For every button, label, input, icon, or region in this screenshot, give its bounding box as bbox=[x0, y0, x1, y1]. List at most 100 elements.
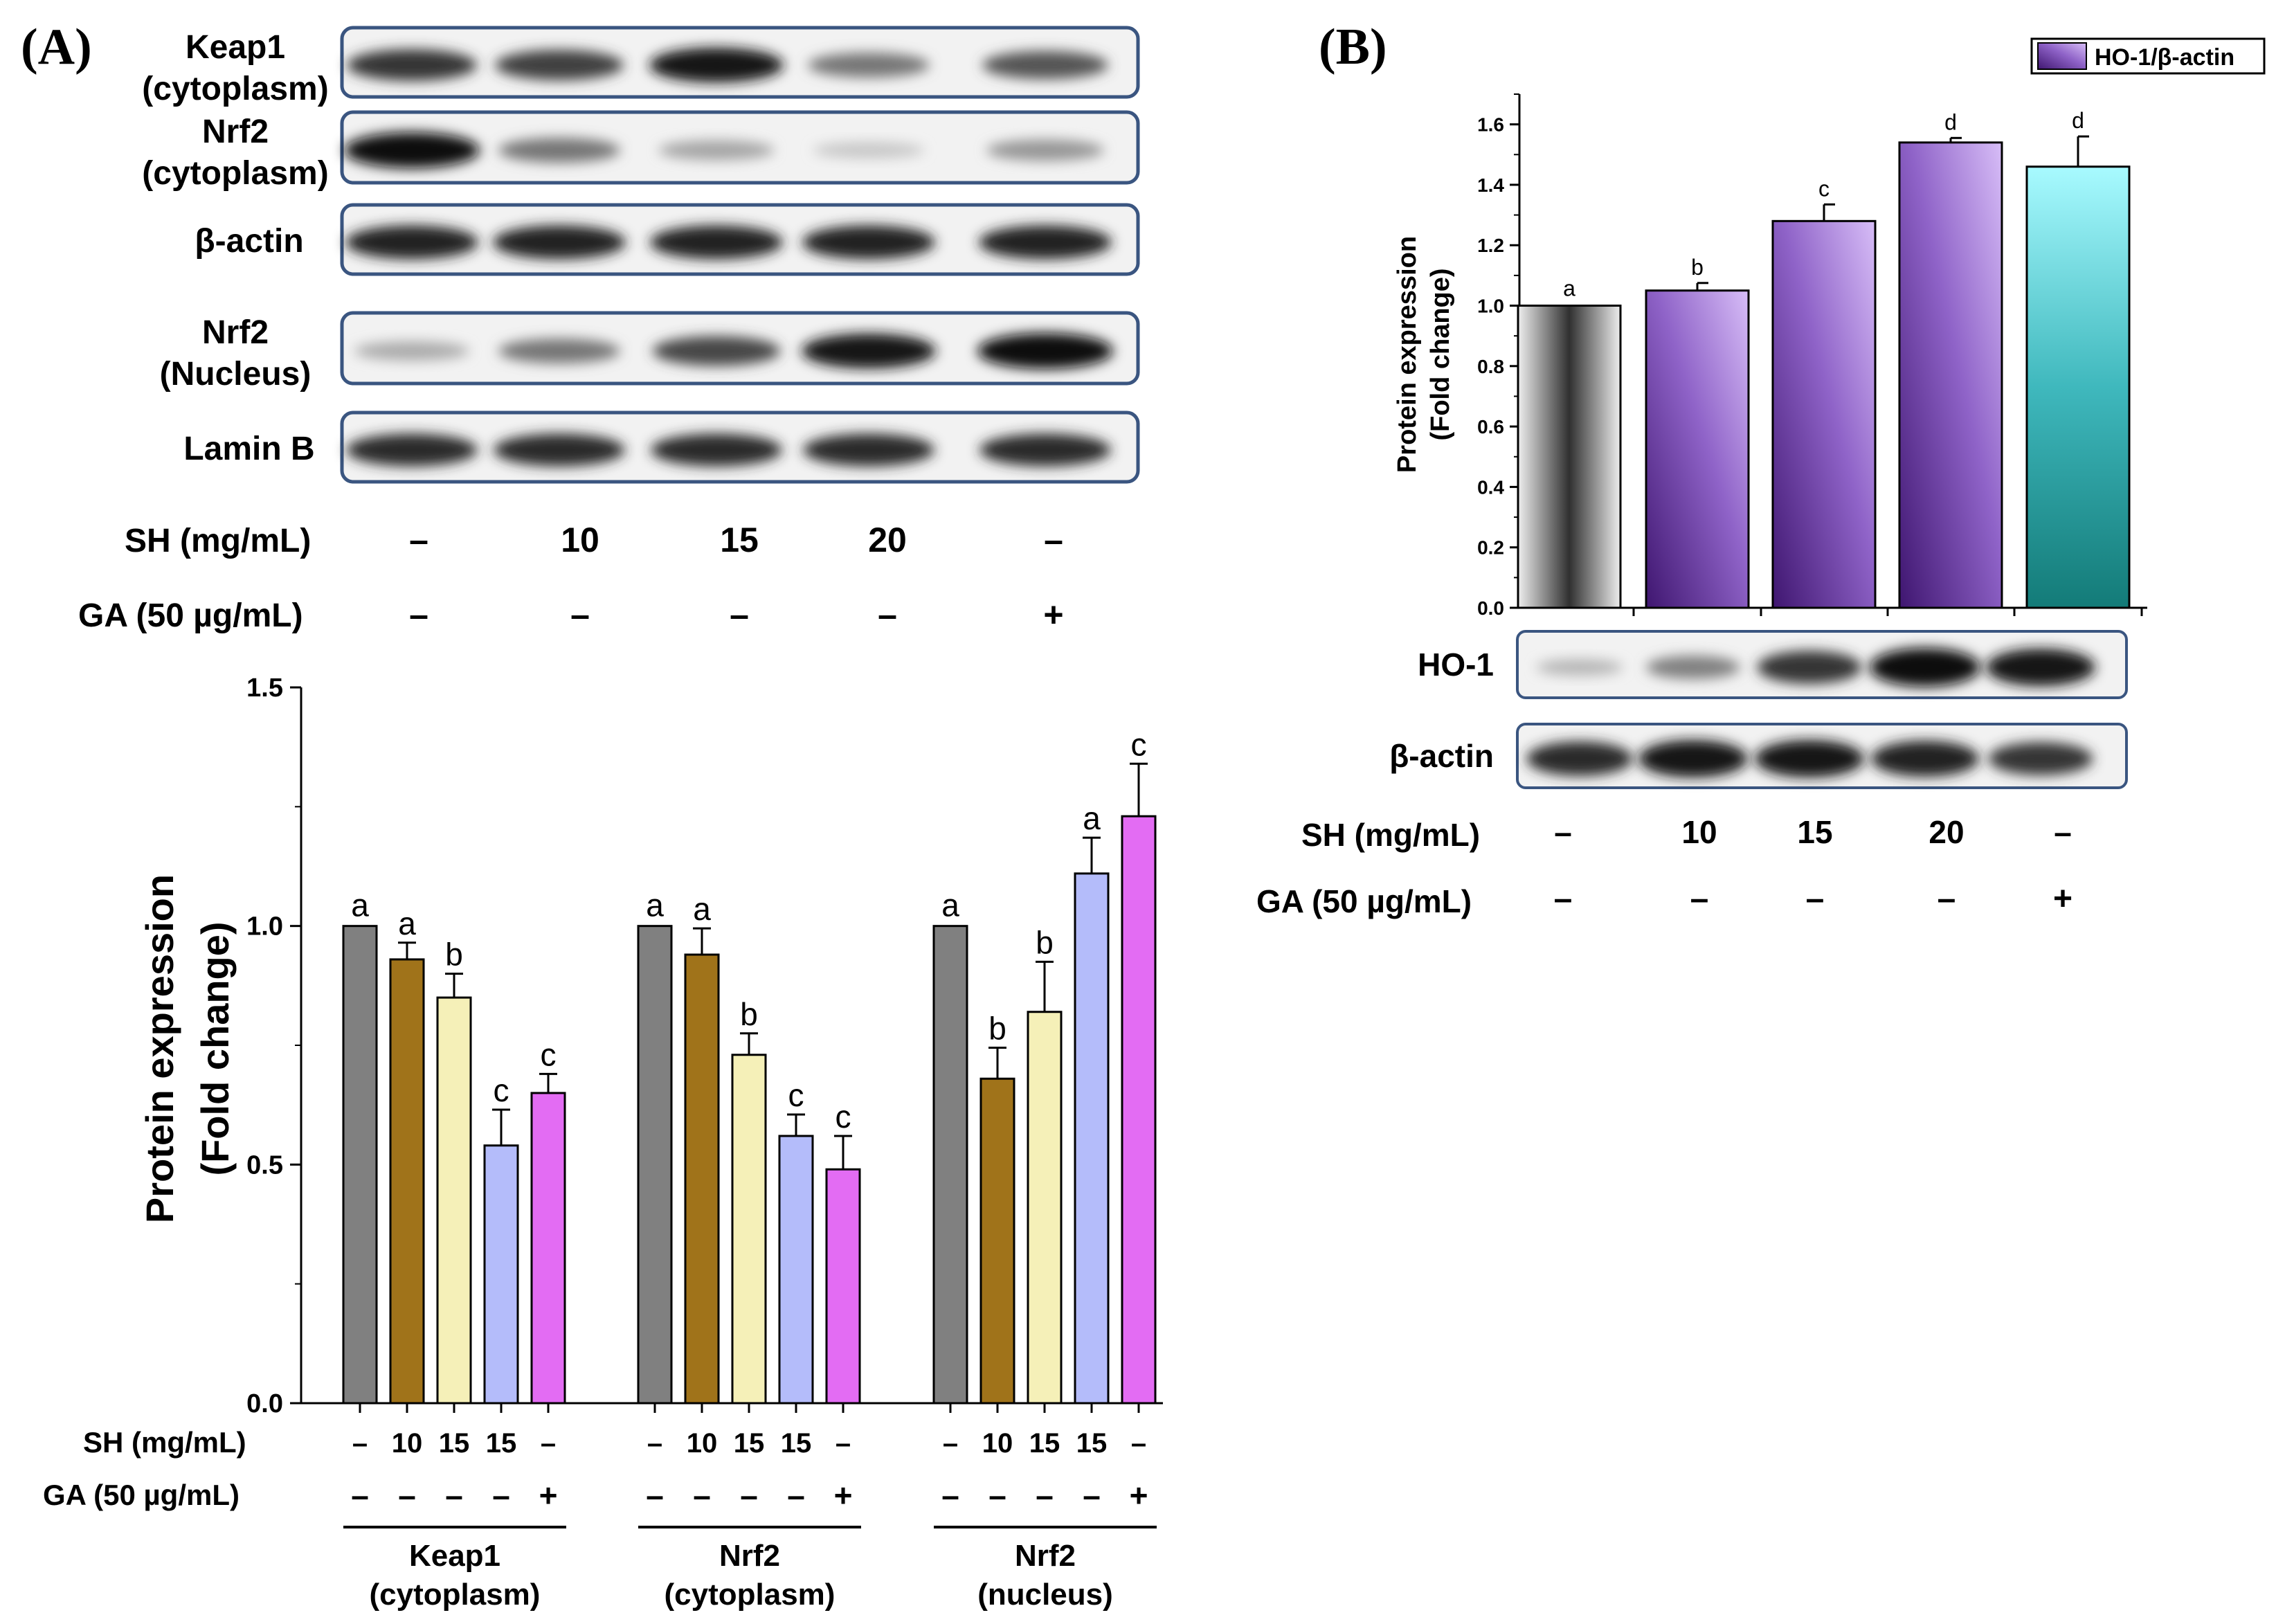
y-tick-label: 0.6 bbox=[1477, 416, 1504, 437]
blot-ga-value: – bbox=[409, 595, 428, 634]
ga-value: – bbox=[445, 1477, 463, 1513]
sh-label: SH (mg/mL) bbox=[83, 1426, 246, 1459]
blot-label-line1: Nrf2 bbox=[202, 314, 269, 351]
bar bbox=[1645, 289, 1750, 609]
sh-value: 15 bbox=[486, 1428, 517, 1459]
blot-label-line1: Keap1 bbox=[186, 29, 285, 66]
ga-value: – bbox=[646, 1477, 664, 1513]
blot-band bbox=[495, 50, 624, 80]
significance-letter: b bbox=[988, 1010, 1006, 1046]
ga-value: – bbox=[1806, 881, 1825, 917]
ga-value: – bbox=[492, 1477, 510, 1513]
blot-row: β-actin bbox=[1389, 723, 2128, 789]
group-label-line2: (nucleus) bbox=[977, 1578, 1113, 1612]
blot-label: HO-1 bbox=[1418, 647, 1494, 683]
bar bbox=[1027, 1011, 1063, 1405]
significance-letter: a bbox=[351, 887, 369, 923]
blot-label-line1: Nrf2 bbox=[202, 114, 269, 150]
significance-letter: c bbox=[788, 1077, 804, 1113]
ga-value: – bbox=[1083, 1477, 1101, 1513]
blot-row: Lamin B bbox=[183, 410, 1140, 484]
blot-label-line2: (cytoplasm) bbox=[142, 71, 328, 107]
y-tick-label: 1.4 bbox=[1477, 174, 1504, 196]
sh-value: – bbox=[1131, 1428, 1146, 1459]
bar bbox=[342, 925, 378, 1405]
panel-a: (A) Keap1 (cytoplasm) Nrf2 (cytoplasm) β-act… bbox=[21, 19, 1163, 1612]
blot-ga-value: – bbox=[878, 595, 897, 634]
panel-b-bar-chart: 0.0 0.2 0.4 0.6 0.8 1.0 1.2 1.4 1.6 Protein expre… bbox=[1393, 93, 2147, 619]
blot-band bbox=[1536, 659, 1623, 676]
blot-band bbox=[979, 433, 1111, 467]
y-axis-label-line1: Protein expression bbox=[138, 874, 181, 1223]
bar bbox=[530, 1092, 566, 1405]
blot-band bbox=[1870, 648, 1980, 687]
ga-value: + bbox=[2053, 881, 2072, 917]
bar bbox=[389, 958, 425, 1405]
bar bbox=[483, 1144, 519, 1405]
significance-letter: d bbox=[1944, 109, 1957, 134]
sh-value: 15 bbox=[1029, 1428, 1060, 1459]
panel-a-bar-chart: 0.0 0.5 1.0 1.5 Protein expression (Fold chan… bbox=[43, 674, 1163, 1612]
group-label-line1: Nrf2 bbox=[1015, 1539, 1076, 1573]
y-tick-label: 1.5 bbox=[246, 674, 283, 703]
significance-letter: b bbox=[740, 996, 758, 1032]
y-axis-label-line2: (Fold change) bbox=[1426, 268, 1455, 440]
panel-a-label: (A) bbox=[21, 19, 92, 75]
ga-value: – bbox=[787, 1477, 805, 1513]
blot-band bbox=[658, 140, 775, 161]
bar bbox=[778, 1135, 814, 1405]
ga-value: – bbox=[693, 1477, 711, 1513]
blot-sh-value: 10 bbox=[561, 521, 599, 559]
blot-row: Nrf2 (Nucleus) bbox=[160, 311, 1140, 393]
blot-band bbox=[344, 132, 480, 168]
significance-letter: b bbox=[1036, 924, 1054, 960]
ga-value: + bbox=[539, 1477, 558, 1513]
bar bbox=[684, 953, 720, 1405]
sh-value: 15 bbox=[1797, 814, 1832, 850]
sh-value: 15 bbox=[734, 1428, 765, 1459]
ga-value: + bbox=[1130, 1477, 1148, 1513]
blot-band bbox=[1755, 740, 1864, 777]
bar bbox=[932, 925, 968, 1405]
blot-label: β-actin bbox=[195, 223, 303, 260]
sh-value: 15 bbox=[1076, 1428, 1108, 1459]
blot-band bbox=[650, 225, 783, 260]
sh-value: – bbox=[1554, 814, 1572, 850]
blot-label: β-actin bbox=[1389, 738, 1494, 774]
ga-value: + bbox=[834, 1477, 853, 1513]
blot-ga-value: – bbox=[730, 595, 749, 634]
bar bbox=[979, 1077, 1015, 1405]
blot-sh-value: 15 bbox=[720, 521, 759, 559]
sh-value: 10 bbox=[687, 1428, 718, 1459]
bar bbox=[1074, 872, 1110, 1405]
bar bbox=[2025, 165, 2131, 609]
y-axis-label-line2: (Fold change) bbox=[193, 921, 237, 1175]
y-axis-label-line1: Protein expression bbox=[1393, 236, 1422, 473]
sh-value: – bbox=[836, 1428, 851, 1459]
blot-band bbox=[803, 433, 934, 467]
bar bbox=[1121, 815, 1157, 1405]
bar bbox=[731, 1054, 767, 1405]
significance-letter: a bbox=[693, 891, 711, 927]
ga-value: – bbox=[1554, 881, 1573, 917]
ga-value: – bbox=[1938, 881, 1956, 917]
significance-letter: b bbox=[445, 937, 463, 973]
y-tick-label: 0.0 bbox=[246, 1389, 283, 1418]
group-label-line2: (cytoplasm) bbox=[665, 1578, 836, 1612]
legend-swatch bbox=[2037, 42, 2087, 70]
bar bbox=[825, 1168, 861, 1405]
blot-sh-label: SH (mg/mL) bbox=[125, 523, 311, 559]
blot-band bbox=[346, 433, 478, 467]
significance-letter: a bbox=[398, 905, 416, 941]
group-label-line1: Keap1 bbox=[409, 1539, 500, 1573]
y-tick-label: 0.0 bbox=[1477, 597, 1504, 619]
blot-band bbox=[986, 139, 1104, 161]
sh-value: 15 bbox=[781, 1428, 812, 1459]
blot-sh-value: 20 bbox=[868, 521, 907, 559]
significance-letter: a bbox=[1083, 800, 1101, 836]
panel-b-label: (B) bbox=[1319, 19, 1387, 75]
sh-value: – bbox=[2054, 814, 2072, 850]
sh-value: 10 bbox=[982, 1428, 1013, 1459]
sh-label: SH (mg/mL) bbox=[1301, 817, 1480, 853]
